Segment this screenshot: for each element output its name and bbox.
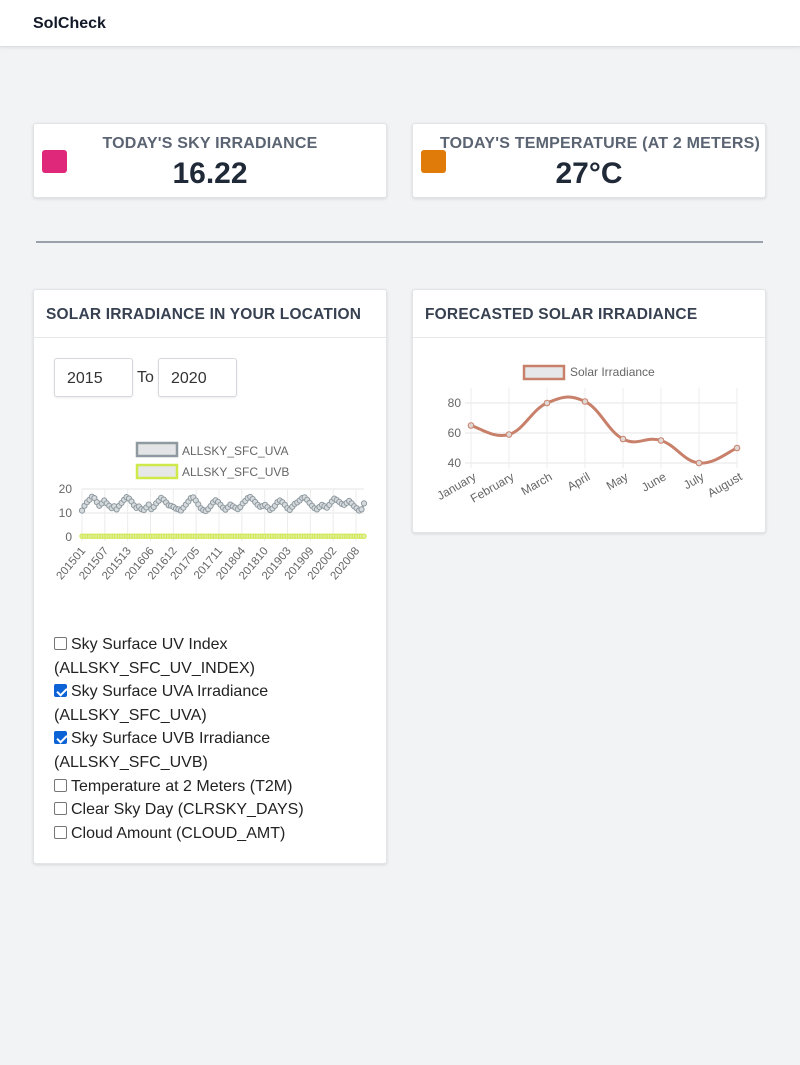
chart1-series [78,493,368,539]
chart2-x-tick-label: May [604,469,631,492]
solar-irradiance-point [695,459,703,467]
uv-index-label: Sky Surface UV Index [71,636,228,653]
location-panel-header: SOLAR IRRADIANCE IN YOUR LOCATION [34,290,386,338]
app-brand[interactable]: SolCheck [33,15,106,32]
t2m-checkbox[interactable] [54,779,67,792]
location-panel-title: SOLAR IRRADIANCE IN YOUR LOCATION [46,306,362,323]
cloud-label: Cloud Amount (CLOUD_AMT) [71,825,286,842]
chart2-x-tick-label: June [639,469,669,494]
uva-label: Sky Surface UVA Irradiance [71,683,269,700]
chart1-y-tick-label: 10 [59,506,73,520]
uv-index-checkbox[interactable] [54,637,67,650]
uvb-checkbox[interactable] [54,731,67,744]
uvb-data-point [361,533,367,539]
legend-label-solar-irradiance: Solar Irradiance [570,365,655,379]
solar-irradiance-point [657,437,665,444]
uva-data-point [145,501,152,508]
uva-data-point [358,506,365,513]
sky-irradiance-color-swatch [42,150,67,173]
option-uv-index[interactable]: Sky Surface UV Index (ALLSKY_SFC_UV_INDE… [54,633,255,680]
option-clrsky[interactable]: Clear Sky Day (CLRSKY_DAYS) [54,798,304,822]
sky-irradiance-stat-card: TODAY'S SKY IRRADIANCE 16.22 [33,123,387,198]
legend-swatch-solar-irradiance [522,364,566,381]
uva-data-point [360,500,368,507]
solar-irradiance-point [467,422,475,429]
solar-irradiance-line [470,395,738,465]
location-irradiance-panel: SOLAR IRRADIANCE IN YOUR LOCATION 2015 T… [33,289,387,864]
temperature-stat-value: 27°C [555,157,623,190]
option-cloud[interactable]: Cloud Amount (CLOUD_AMT) [54,822,285,846]
chart1-y-tick-label: 0 [65,530,72,544]
uva-code: (ALLSKY_SFC_UVA) [54,706,207,724]
clrsky-checkbox[interactable] [54,802,67,815]
solar-irradiance-point [505,431,513,438]
sky-irradiance-stat-title: TODAY'S SKY IRRADIANCE [102,135,318,152]
option-t2m[interactable]: Temperature at 2 Meters (T2M) [54,775,292,799]
forecast-panel-header: FORECASTED SOLAR IRRADIANCE [413,290,765,338]
temperature-stat-title: TODAY'S TEMPERATURE (AT 2 METERS) [439,135,761,152]
chart2-x-tick-label: April [565,469,593,493]
chart1-y-axis: 0 10 20 [59,482,73,544]
to-label: To [137,369,154,386]
chart2-y-tick-label: 80 [448,396,462,410]
chart1-x-axis: 2015012015072015132016062016122017052017… [54,545,362,583]
chart1-legend-uvb[interactable]: ALLSKY_SFC_UVB [135,463,289,480]
chart1-y-tick-label: 20 [59,482,73,496]
chart2-series [467,395,741,467]
chart2-x-tick-label: February [468,469,517,505]
sky-irradiance-stat-value: 16.22 [172,157,248,190]
forecast-panel-title: FORECASTED SOLAR IRRADIANCE [425,306,698,323]
legend-label-uvb: ALLSKY_SFC_UVB [182,465,289,479]
solar-irradiance-point [619,435,627,443]
chart2-x-tick-label: August [705,469,745,500]
solar-irradiance-point [581,398,589,405]
legend-swatch-uvb [135,463,179,480]
uvb-code: (ALLSKY_SFC_UVB) [54,753,208,771]
solar-irradiance-point [733,444,741,452]
chart2-x-tick-label: March [519,469,555,498]
chart2-legend[interactable]: Solar Irradiance [522,364,655,381]
t2m-label: Temperature at 2 Meters (T2M) [71,778,293,795]
chart2-y-tick-label: 40 [448,456,462,470]
chart2-y-axis: 40 60 80 [448,396,462,470]
solar-irradiance-point [543,399,551,407]
section-divider [36,241,763,243]
uva-data-point [78,507,86,514]
option-uvb[interactable]: Sky Surface UVB Irradiance (ALLSKY_SFC_U… [54,727,270,774]
uvb-label: Sky Surface UVB Irradiance [71,730,271,747]
location-irradiance-chart: ALLSKY_SFC_UVA ALLSKY_SFC_UVB 0 10 20 2015… [54,441,368,583]
option-uva[interactable]: Sky Surface UVA Irradiance (ALLSKY_SFC_U… [54,680,268,727]
from-year-input[interactable]: 2015 [54,358,133,397]
chart2-y-tick-label: 60 [448,426,462,440]
clrsky-label: Clear Sky Day (CLRSKY_DAYS) [71,801,304,818]
cloud-checkbox[interactable] [54,826,67,839]
legend-swatch-uva [135,441,179,458]
temperature-color-swatch [421,150,446,173]
chart1-legend-uva[interactable]: ALLSKY_SFC_UVA [135,441,289,458]
uva-checkbox[interactable] [54,684,67,697]
to-year-input[interactable]: 2020 [158,358,237,397]
uv-index-code: (ALLSKY_SFC_UV_INDEX) [54,659,255,677]
temperature-stat-card: TODAY'S TEMPERATURE (AT 2 METERS) 27°C [412,123,766,198]
chart2-grid [465,388,738,468]
chart2-x-tick-label: July [681,469,706,492]
top-navbar: SolCheck [0,0,800,47]
legend-label-uva: ALLSKY_SFC_UVA [182,444,289,458]
forecast-irradiance-panel: FORECASTED SOLAR IRRADIANCE Solar Irradi… [412,289,766,533]
